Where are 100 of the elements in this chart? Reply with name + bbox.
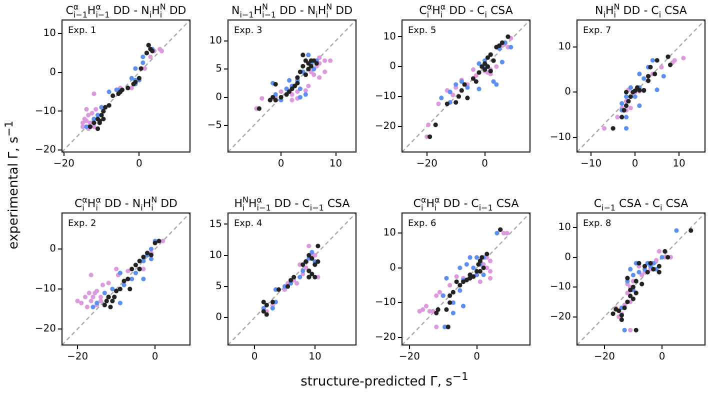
point	[420, 307, 426, 312]
y-tick-label: 5	[216, 64, 222, 75]
point	[126, 86, 130, 90]
point	[497, 43, 502, 48]
point	[84, 304, 90, 310]
point	[630, 272, 636, 278]
point	[454, 279, 459, 284]
point	[622, 306, 627, 310]
point	[122, 282, 126, 288]
annotation: Exp. 3	[234, 26, 262, 36]
x-tick-label: 10	[672, 158, 686, 170]
x-tick-label: −20	[594, 352, 615, 363]
point	[108, 304, 113, 310]
point	[433, 122, 438, 128]
point	[508, 44, 514, 50]
point	[270, 300, 275, 304]
point	[620, 114, 624, 120]
y-tick-label: 0	[50, 67, 56, 78]
point	[306, 244, 312, 248]
point	[628, 85, 633, 90]
point	[104, 298, 109, 304]
y-tick-label: −10	[374, 297, 396, 308]
point	[306, 66, 311, 72]
point	[298, 86, 303, 92]
point	[610, 311, 616, 316]
point	[456, 94, 462, 99]
point	[94, 106, 98, 112]
y-tick-label: −20	[374, 332, 396, 343]
point	[485, 55, 490, 60]
x-tick-label: 10	[329, 158, 342, 170]
point	[602, 126, 607, 131]
point	[640, 272, 644, 278]
point	[628, 288, 633, 292]
y-tick-label: 10	[558, 41, 571, 52]
point	[90, 294, 96, 300]
point	[278, 94, 284, 100]
point	[652, 72, 658, 76]
point	[295, 75, 300, 80]
point	[666, 54, 670, 60]
point	[95, 126, 100, 132]
x-tick-label: 0	[482, 158, 488, 170]
point	[482, 61, 488, 66]
point	[461, 304, 466, 308]
point	[114, 288, 119, 294]
point	[312, 58, 316, 63]
annotation: Exp. 6	[408, 219, 436, 229]
point	[102, 302, 107, 308]
point	[312, 274, 318, 280]
point	[308, 64, 314, 69]
point	[636, 270, 642, 274]
point	[322, 70, 328, 74]
point	[470, 67, 476, 72]
point	[92, 120, 96, 126]
point	[484, 252, 490, 256]
point	[270, 306, 275, 311]
point	[317, 55, 322, 60]
x-tick-label: 0	[152, 352, 158, 363]
point	[436, 307, 440, 312]
point	[628, 266, 633, 272]
point	[628, 294, 633, 298]
point	[106, 103, 112, 108]
point	[500, 60, 504, 64]
annotation: Exp. 7	[583, 26, 612, 36]
point	[632, 94, 638, 99]
y-tick-label: 10	[209, 250, 222, 261]
point	[290, 92, 294, 97]
annotation: Exp. 5	[408, 26, 436, 36]
point	[624, 126, 629, 131]
point	[628, 106, 633, 110]
point	[264, 312, 269, 317]
point	[448, 300, 452, 305]
x-tick-label: −20	[398, 352, 420, 363]
point	[656, 270, 662, 274]
point	[615, 114, 620, 120]
point	[148, 246, 154, 252]
x-tick-label: 0	[136, 158, 142, 170]
point	[448, 293, 452, 298]
point	[645, 270, 650, 274]
point	[481, 266, 486, 270]
point	[628, 328, 633, 332]
point	[444, 102, 450, 106]
point	[444, 276, 449, 281]
y-tick-label: −20	[550, 311, 571, 322]
point	[506, 34, 510, 40]
point	[310, 250, 314, 255]
point	[474, 73, 478, 78]
x-tick-label: −20	[416, 158, 438, 170]
y-tick-label: 10	[383, 31, 396, 42]
point	[434, 293, 439, 298]
point	[84, 106, 89, 112]
point	[637, 103, 642, 108]
x-tick-label: 10	[308, 352, 322, 363]
point	[448, 90, 452, 94]
point	[480, 64, 484, 69]
point	[624, 103, 629, 108]
point	[100, 282, 106, 288]
point	[312, 66, 316, 72]
point	[126, 268, 130, 274]
point	[488, 276, 493, 281]
point	[138, 66, 144, 71]
